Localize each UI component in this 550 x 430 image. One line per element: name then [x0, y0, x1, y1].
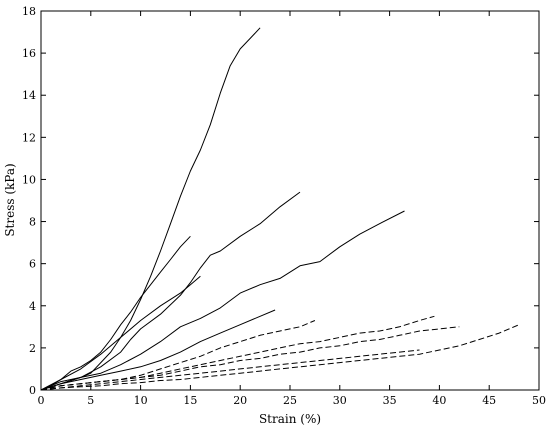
y-tick-label: 16 [22, 47, 36, 60]
y-tick-label: 6 [29, 258, 36, 271]
x-tick-label: 15 [183, 394, 197, 407]
solid-series-line-4 [40, 275, 201, 391]
x-axis-ticks: 0 5 10 15 20 25 30 35 40 45 50 [38, 11, 546, 407]
x-axis-label: Strain (%) [259, 412, 321, 426]
x-tick-label: 10 [134, 394, 148, 407]
solid-series-line-2 [40, 235, 191, 391]
solid-series-line-5 [40, 210, 405, 391]
x-tick-label: 0 [38, 394, 45, 407]
y-tick-label: 10 [22, 173, 36, 186]
y-tick-label: 0 [29, 384, 36, 397]
y-tick-label: 8 [29, 216, 36, 229]
x-tick-label: 20 [233, 394, 247, 407]
y-tick-label: 2 [29, 342, 36, 355]
x-tick-label: 40 [432, 394, 446, 407]
y-tick-label: 12 [22, 131, 36, 144]
plot-frame [40, 10, 540, 391]
solid-series-line-6 [40, 309, 276, 391]
y-axis-label: Stress (kPa) [3, 163, 17, 236]
y-tick-label: 18 [22, 5, 36, 18]
x-tick-label: 35 [383, 394, 397, 407]
solid-series-line-1 [40, 27, 261, 391]
x-tick-label: 25 [283, 394, 297, 407]
y-tick-label: 14 [22, 89, 36, 102]
plot-lines [40, 27, 520, 391]
x-tick-label: 50 [532, 394, 546, 407]
dashed-series-line-10 [40, 349, 420, 391]
x-tick-label: 5 [87, 394, 94, 407]
y-tick-label: 4 [29, 300, 36, 313]
dashed-series-line-11 [40, 324, 520, 391]
x-tick-label: 30 [333, 394, 347, 407]
solid-series-line-3 [40, 191, 301, 391]
x-tick-label: 45 [482, 394, 496, 407]
y-axis-ticks: 0 2 4 6 8 10 12 14 16 18 [22, 5, 539, 397]
dashed-series-line-9 [40, 326, 460, 391]
